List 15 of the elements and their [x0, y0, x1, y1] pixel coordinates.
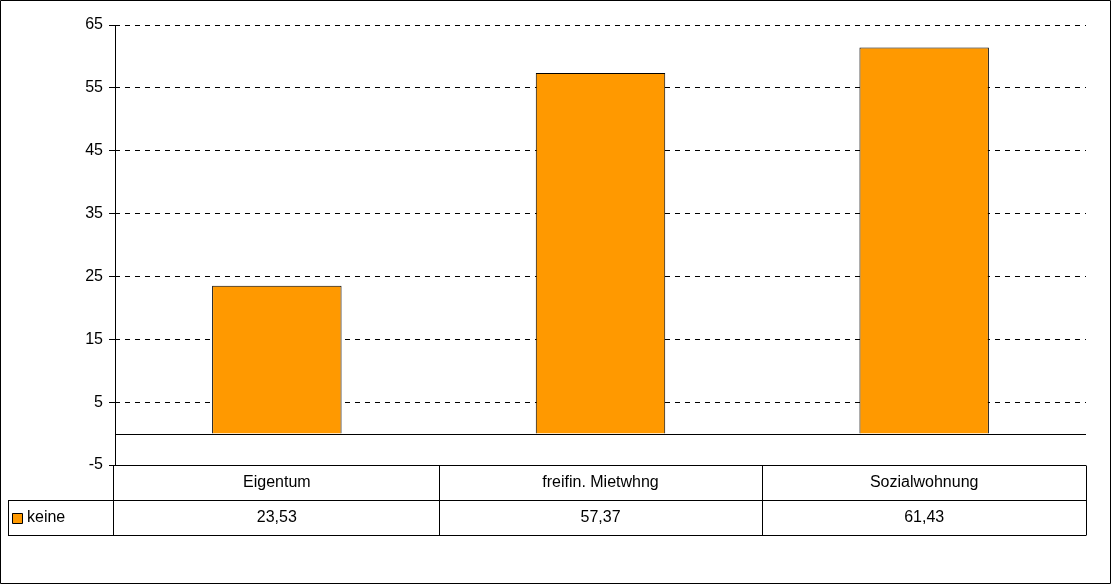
y-tick-label: 25: [85, 266, 104, 284]
x-tick-label: Sozialwohnung: [869, 473, 979, 491]
data-label: 23,53: [256, 508, 297, 526]
y-tick-label: 45: [85, 141, 104, 159]
y-tick-label: 65: [85, 15, 104, 33]
y-tick-label: 35: [85, 203, 104, 221]
x-tick-label: freifin. Mietwhng: [542, 473, 659, 491]
y-tick-label: -5: [88, 455, 104, 473]
legend-label: keine: [27, 508, 66, 526]
data-label: 57,37: [580, 508, 621, 526]
data-label: 61,43: [904, 508, 945, 526]
y-tick-label: 55: [85, 78, 104, 96]
y-tick-label: 5: [94, 392, 104, 410]
y-tick-label: 15: [85, 329, 104, 347]
x-tick-label: Eigentum: [243, 473, 311, 491]
